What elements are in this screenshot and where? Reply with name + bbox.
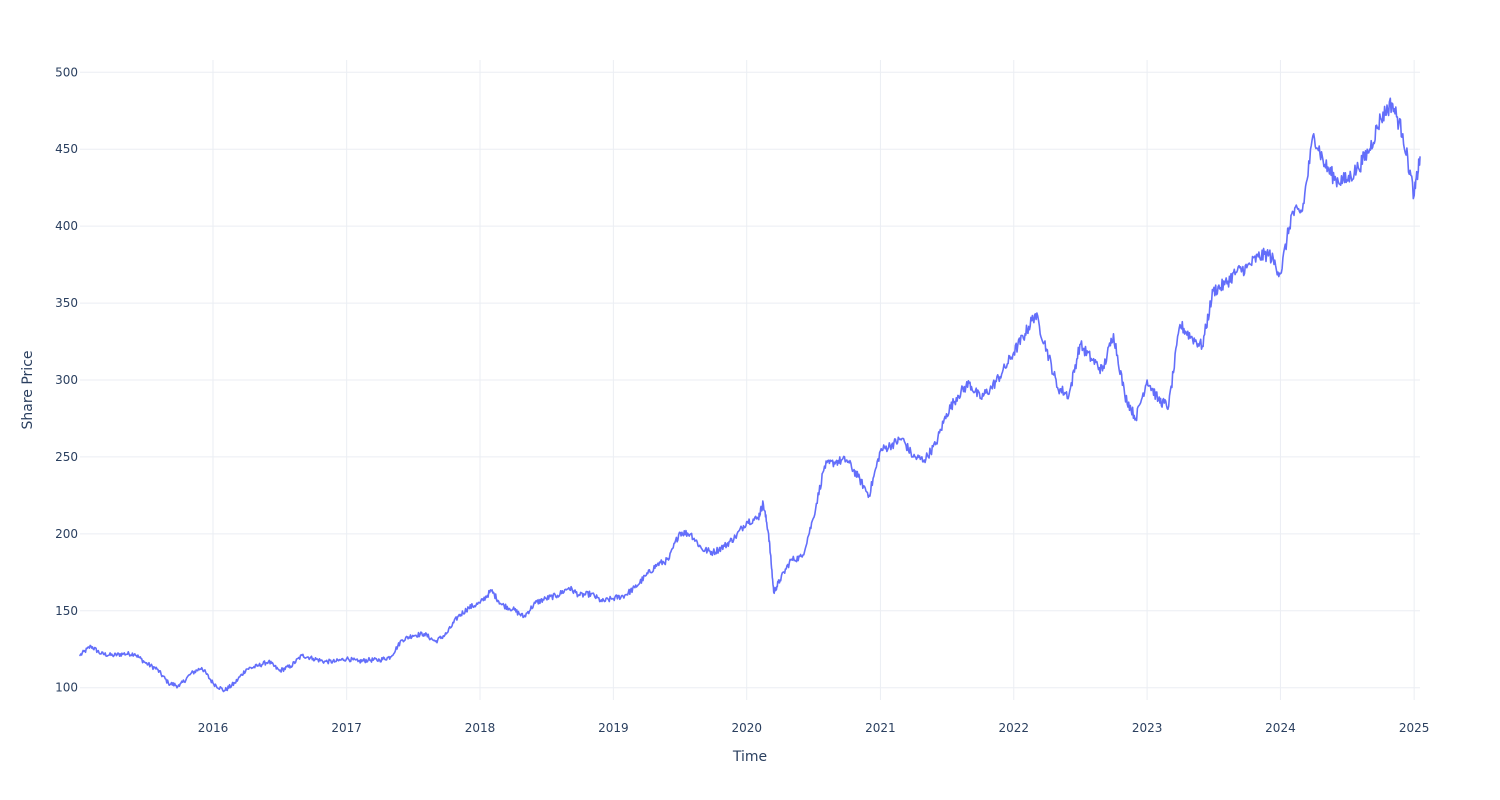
y-tick-label: 400: [55, 219, 78, 233]
y-tick-label: 250: [55, 450, 78, 464]
x-tick-label: 2024: [1265, 721, 1296, 735]
y-tick-label: 500: [55, 65, 78, 79]
x-tick-label: 2025: [1399, 721, 1430, 735]
x-axis-ticks: 2016 2017 2018 2019 2020 2021 2022 2023 2024 2025: [198, 721, 1430, 735]
y-tick-label: 350: [55, 296, 78, 310]
y-tick-label: 300: [55, 373, 78, 387]
price-series-line: [79, 97, 1421, 693]
y-tick-label: 100: [55, 681, 78, 695]
y-tick-label: 150: [55, 604, 78, 618]
x-tick-label: 2023: [1132, 721, 1163, 735]
y-axis-ticks: 100 150 200 250 300 350 400 450 500: [55, 65, 78, 694]
series-layer: [79, 97, 1421, 693]
y-tick-label: 450: [55, 142, 78, 156]
gridlines: [80, 60, 1420, 700]
x-tick-label: 2021: [865, 721, 896, 735]
x-tick-label: 2022: [998, 721, 1029, 735]
x-axis-title: Time: [732, 749, 767, 765]
y-tick-label: 200: [55, 527, 78, 541]
x-tick-label: 2016: [198, 721, 229, 735]
y-axis-title: Share Price: [20, 350, 36, 429]
x-tick-label: 2019: [598, 721, 629, 735]
x-tick-label: 2018: [465, 721, 496, 735]
x-tick-label: 2020: [731, 721, 762, 735]
x-tick-label: 2017: [331, 721, 362, 735]
